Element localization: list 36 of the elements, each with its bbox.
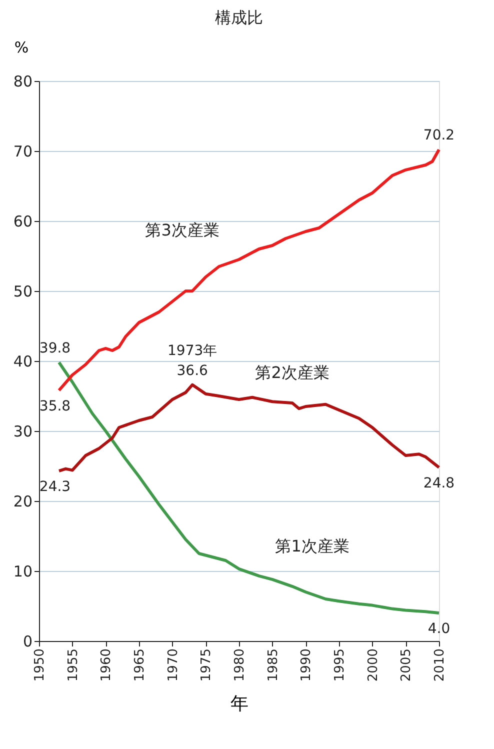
x-tick-label: 1990 — [299, 648, 314, 682]
annotation: 1973年 — [168, 342, 218, 359]
y-tick-label: 40 — [13, 352, 32, 370]
chart-title: 構成比 — [215, 8, 263, 27]
x-tick-label: 1955 — [66, 648, 81, 682]
y-tick-label: 0 — [22, 632, 32, 650]
y-tick-label: 50 — [13, 282, 32, 300]
y-tick-label: 30 — [13, 422, 32, 440]
y-tick-label: 60 — [13, 212, 32, 230]
x-tick-label: 2000 — [366, 648, 381, 682]
y-tick-label: 70 — [13, 142, 32, 160]
y-tick-label: 20 — [13, 492, 32, 510]
series-label: 第2次産業 — [255, 363, 330, 382]
x-tick-label: 1960 — [99, 648, 114, 682]
annotation: 24.3 — [39, 478, 71, 495]
y-axis-title: % — [14, 38, 29, 56]
x-tick-label: 1980 — [232, 648, 248, 682]
annotation: 35.8 — [39, 398, 71, 414]
x-tick-label: 2010 — [432, 648, 448, 682]
annotation: 24.8 — [423, 475, 455, 492]
x-tick-label: 1985 — [266, 648, 281, 682]
y-tick-label: 10 — [13, 562, 32, 580]
series-label: 第3次産業 — [145, 220, 220, 240]
x-tick-label: 1950 — [32, 648, 48, 682]
x-axis-title: 年 — [230, 694, 248, 715]
x-tick-label: 1975 — [199, 648, 214, 682]
annotation: 39.8 — [39, 340, 71, 356]
y-tick-label: 80 — [13, 72, 32, 90]
annotation: 70.2 — [423, 128, 455, 144]
series-label: 第1次産業 — [275, 536, 350, 556]
x-tick-label: 1995 — [332, 648, 348, 682]
annotation: 36.6 — [176, 362, 208, 379]
annotation: 4.0 — [428, 621, 450, 637]
x-tick-label: 2005 — [399, 648, 414, 682]
x-tick-label: 1970 — [166, 648, 181, 682]
x-tick-label: 1965 — [132, 648, 148, 682]
